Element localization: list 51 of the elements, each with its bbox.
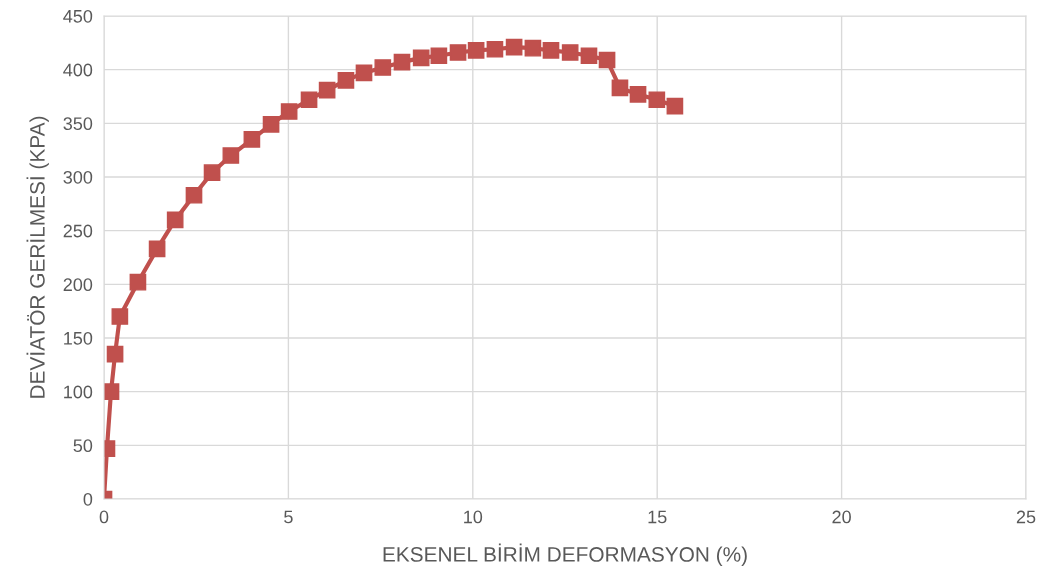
point bbox=[355, 64, 373, 82]
point bbox=[412, 49, 430, 67]
y-tick-label: 150 bbox=[64, 331, 93, 345]
y-tick-label: 200 bbox=[63, 278, 93, 292]
point bbox=[104, 383, 120, 401]
y-tick-label: 450 bbox=[63, 9, 93, 23]
point bbox=[648, 91, 666, 109]
y-tick-label: 250 bbox=[63, 224, 93, 238]
point bbox=[185, 186, 203, 204]
y-tick-label: 400 bbox=[63, 63, 93, 77]
x-axis-title: EKSENEL BİRİM DEFORMASYON (%) bbox=[383, 543, 747, 566]
x-tick-label: 20 bbox=[832, 510, 851, 524]
point bbox=[148, 240, 166, 258]
y-axis-title: DEVİATÖR GERİLMESİ (KPA) bbox=[26, 116, 49, 398]
point bbox=[542, 42, 560, 59]
x-tick-label: 0 bbox=[99, 510, 109, 524]
point bbox=[611, 79, 629, 97]
point bbox=[430, 47, 448, 65]
point bbox=[337, 72, 355, 89]
point bbox=[222, 147, 240, 164]
point bbox=[243, 131, 261, 148]
point bbox=[374, 59, 392, 76]
point bbox=[166, 211, 184, 229]
point bbox=[262, 116, 280, 133]
point bbox=[393, 53, 411, 71]
point bbox=[203, 164, 221, 182]
point bbox=[598, 51, 616, 69]
point bbox=[524, 39, 542, 57]
point bbox=[666, 97, 684, 115]
point bbox=[486, 40, 504, 58]
y-tick-label: 300 bbox=[63, 170, 93, 184]
point bbox=[505, 38, 523, 56]
y-tick-label: 100 bbox=[64, 385, 93, 399]
point bbox=[129, 273, 147, 291]
point bbox=[318, 81, 336, 99]
point bbox=[629, 86, 647, 103]
point bbox=[449, 44, 467, 61]
point bbox=[580, 47, 598, 65]
x-tick-label: 15 bbox=[648, 510, 667, 524]
point bbox=[561, 44, 579, 61]
x-tick-label: 25 bbox=[1016, 510, 1036, 524]
y-tick-label: 0 bbox=[83, 492, 93, 506]
point bbox=[106, 345, 124, 363]
point bbox=[111, 308, 129, 325]
point bbox=[467, 42, 485, 59]
x-tick-label: 10 bbox=[464, 510, 483, 524]
x-tick-label: 5 bbox=[284, 510, 293, 524]
y-tick-label: 50 bbox=[73, 439, 93, 453]
point bbox=[280, 103, 298, 120]
point bbox=[300, 91, 318, 109]
y-tick-label: 350 bbox=[63, 117, 93, 131]
